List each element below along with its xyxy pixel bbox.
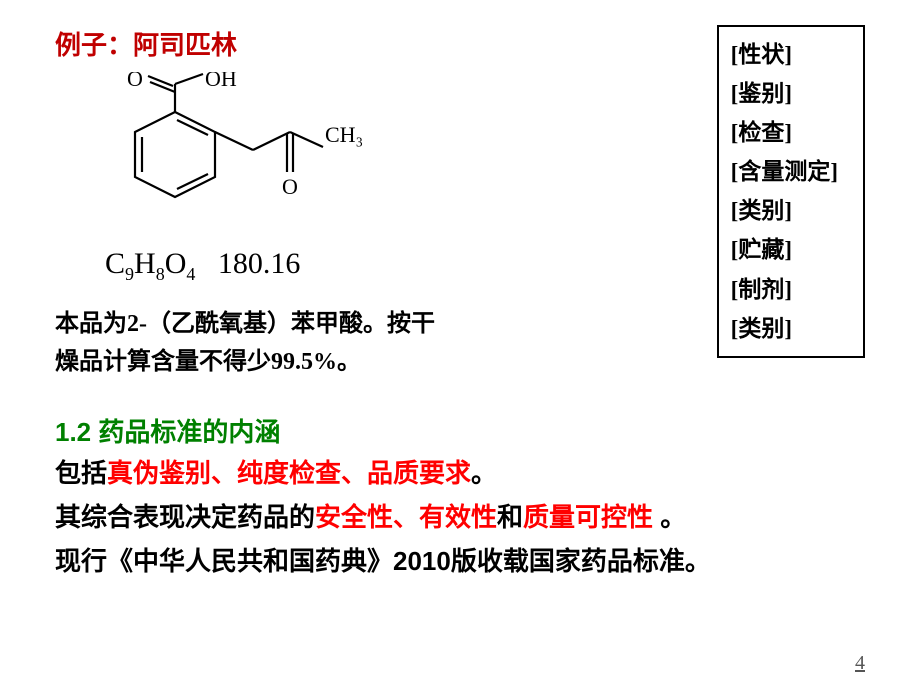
property-item: [贮藏] — [731, 230, 838, 269]
text-segment: 和 — [497, 502, 523, 532]
text-segment: 。 — [660, 502, 686, 532]
property-item: [鉴别] — [731, 74, 838, 113]
body-paragraph-2: 其综合表现决定药品的安全性、有效性和质量可控性 。 — [55, 497, 865, 537]
property-item: [含量测定] — [731, 152, 838, 191]
svg-text:O: O — [282, 174, 298, 199]
property-item: [性状] — [731, 35, 838, 74]
svg-text:CH₃: CH₃ — [325, 122, 363, 147]
body-paragraph-1: 包括真伪鉴别、纯度检查、品质要求。 — [55, 453, 865, 493]
text-segment: 包括 — [55, 458, 107, 488]
highlight-text: 质量可控性 — [523, 502, 660, 532]
molecular-formula: C9H8O4 — [105, 247, 195, 280]
property-item: [类别] — [731, 309, 838, 348]
property-item: [检查] — [731, 113, 838, 152]
section-heading: 1.2 药品标准的内涵 — [55, 412, 865, 449]
molecular-weight: 180.16 — [218, 247, 301, 280]
properties-box: [性状][鉴别][检查][含量测定][类别][贮藏][制剂][类别] — [717, 25, 865, 358]
svg-text:O: O — [127, 72, 143, 91]
property-item: [制剂] — [731, 270, 838, 309]
property-item: [类别] — [731, 191, 838, 230]
svg-text:OH: OH — [205, 72, 237, 91]
text-segment: 。 — [471, 458, 497, 488]
text-segment: 其综合表现决定药品的 — [55, 502, 315, 532]
highlight-text: 安全性、有效性 — [315, 502, 497, 532]
highlight-text: 真伪鉴别、纯度检查、品质要求 — [107, 458, 471, 488]
body-paragraph-3: 现行《中华人民共和国药典》2010版收载国家药品标准。 — [55, 541, 865, 581]
page-number: 4 — [855, 652, 865, 675]
